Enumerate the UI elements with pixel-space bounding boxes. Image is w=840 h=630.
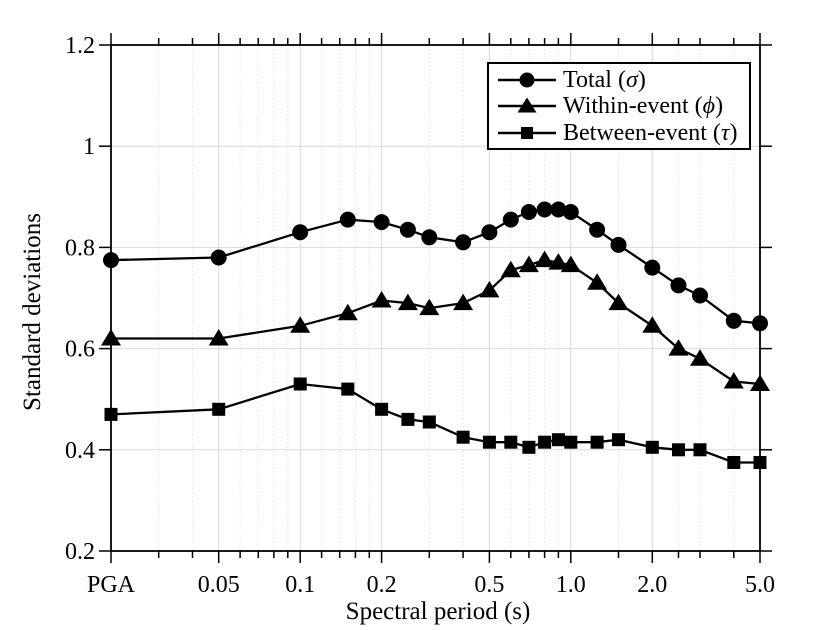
legend-square-marker-icon [498, 126, 556, 139]
y-axis-title: Standard deviations [19, 213, 46, 411]
legend-text: ) [715, 93, 724, 119]
x-axis-title: Spectral period (s) [345, 598, 531, 625]
legend-item-between-event: Between-event (τ) [498, 120, 745, 146]
legend-symbol-phi: ϕ [702, 93, 716, 119]
legend-item-total: Total (σ) [498, 67, 745, 93]
svg-text:0.6: 0.6 [65, 337, 95, 363]
svg-text:1.0: 1.0 [556, 572, 586, 598]
legend-circle-marker-icon [498, 72, 556, 87]
legend-label-between-event: Between-event (τ) [563, 121, 738, 145]
svg-text:0.05: 0.05 [198, 572, 240, 598]
svg-text:0.5: 0.5 [474, 572, 504, 598]
svg-text:PGA: PGA [87, 572, 136, 598]
svg-text:0.2: 0.2 [367, 572, 397, 598]
svg-text:2.0: 2.0 [637, 572, 667, 598]
svg-text:0.4: 0.4 [65, 438, 95, 464]
legend-text: ) [637, 66, 646, 93]
legend-text: Within-event ( [563, 93, 703, 119]
legend-label-within-event: Within-event (ϕ) [563, 94, 723, 118]
legend-item-within-event: Within-event (ϕ) [498, 93, 745, 119]
svg-text:1.2: 1.2 [65, 33, 95, 59]
legend-symbol-tau: τ [720, 119, 730, 146]
legend-symbol-sigma: σ [625, 66, 638, 93]
svg-text:0.1: 0.1 [285, 572, 315, 598]
legend-text: Between-event ( [563, 119, 721, 146]
legend-label-total: Total (σ) [563, 68, 646, 92]
legend: Total (σ) Within-event (ϕ) Between-event… [487, 62, 751, 150]
legend-triangle-marker-icon [498, 97, 556, 113]
svg-text:0.8: 0.8 [65, 235, 95, 261]
svg-text:5.0: 5.0 [745, 572, 775, 598]
svg-text:1: 1 [83, 134, 95, 160]
legend-text: Total ( [563, 66, 626, 93]
legend-text: ) [729, 119, 738, 146]
svg-text:0.2: 0.2 [65, 539, 95, 565]
